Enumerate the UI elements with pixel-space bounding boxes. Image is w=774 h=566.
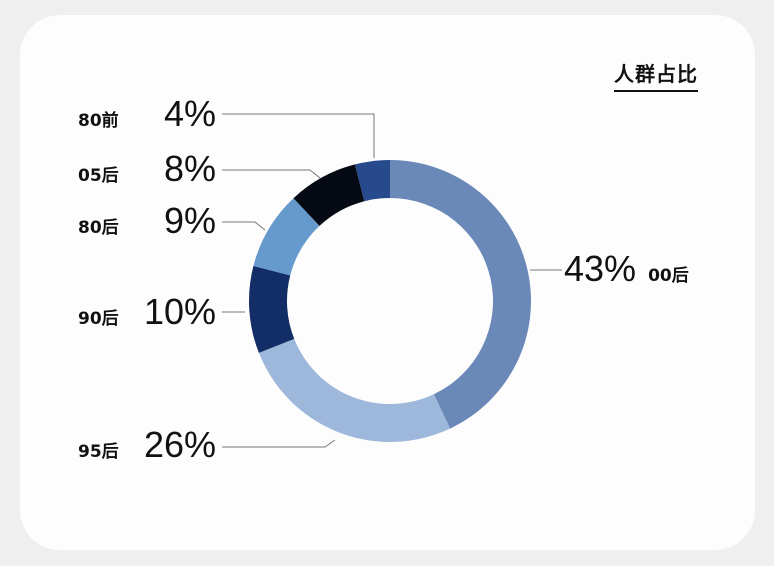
category-label: 95后 — [78, 442, 119, 462]
slice-0 — [390, 160, 531, 429]
category-label: 80后 — [78, 218, 119, 238]
slice-label-4: 05后 8% — [78, 148, 216, 190]
slice-label-3: 80后 9% — [78, 200, 216, 242]
percent-label: 9% — [163, 200, 216, 241]
slice-1 — [258, 338, 451, 442]
category-label: 00后 — [648, 266, 689, 286]
leader-line-4 — [222, 169, 321, 179]
slice-3 — [253, 198, 320, 276]
slice-label-0: 43% 00后 — [564, 248, 689, 290]
percent-label: 43% — [564, 248, 637, 289]
chart-title: 人群占比 — [614, 58, 698, 92]
slice-4 — [293, 164, 365, 226]
percent-label: 26% — [143, 424, 216, 465]
percent-label: 8% — [163, 148, 216, 189]
chart-card — [20, 15, 755, 550]
category-label: 05后 — [78, 166, 119, 186]
slice-2 — [249, 265, 295, 353]
category-label: 90后 — [78, 309, 119, 329]
percent-label: 10% — [143, 291, 216, 332]
slice-5 — [354, 160, 390, 202]
slice-label-5: 80前 4% — [78, 93, 216, 135]
leader-line-3 — [222, 221, 266, 231]
percent-label: 4% — [163, 93, 216, 134]
leader-line-5 — [222, 113, 375, 158]
category-label: 80前 — [78, 111, 119, 131]
slice-label-1: 95后 26% — [78, 424, 216, 466]
slice-label-2: 90后 10% — [78, 291, 216, 333]
leader-line-1 — [222, 439, 336, 448]
